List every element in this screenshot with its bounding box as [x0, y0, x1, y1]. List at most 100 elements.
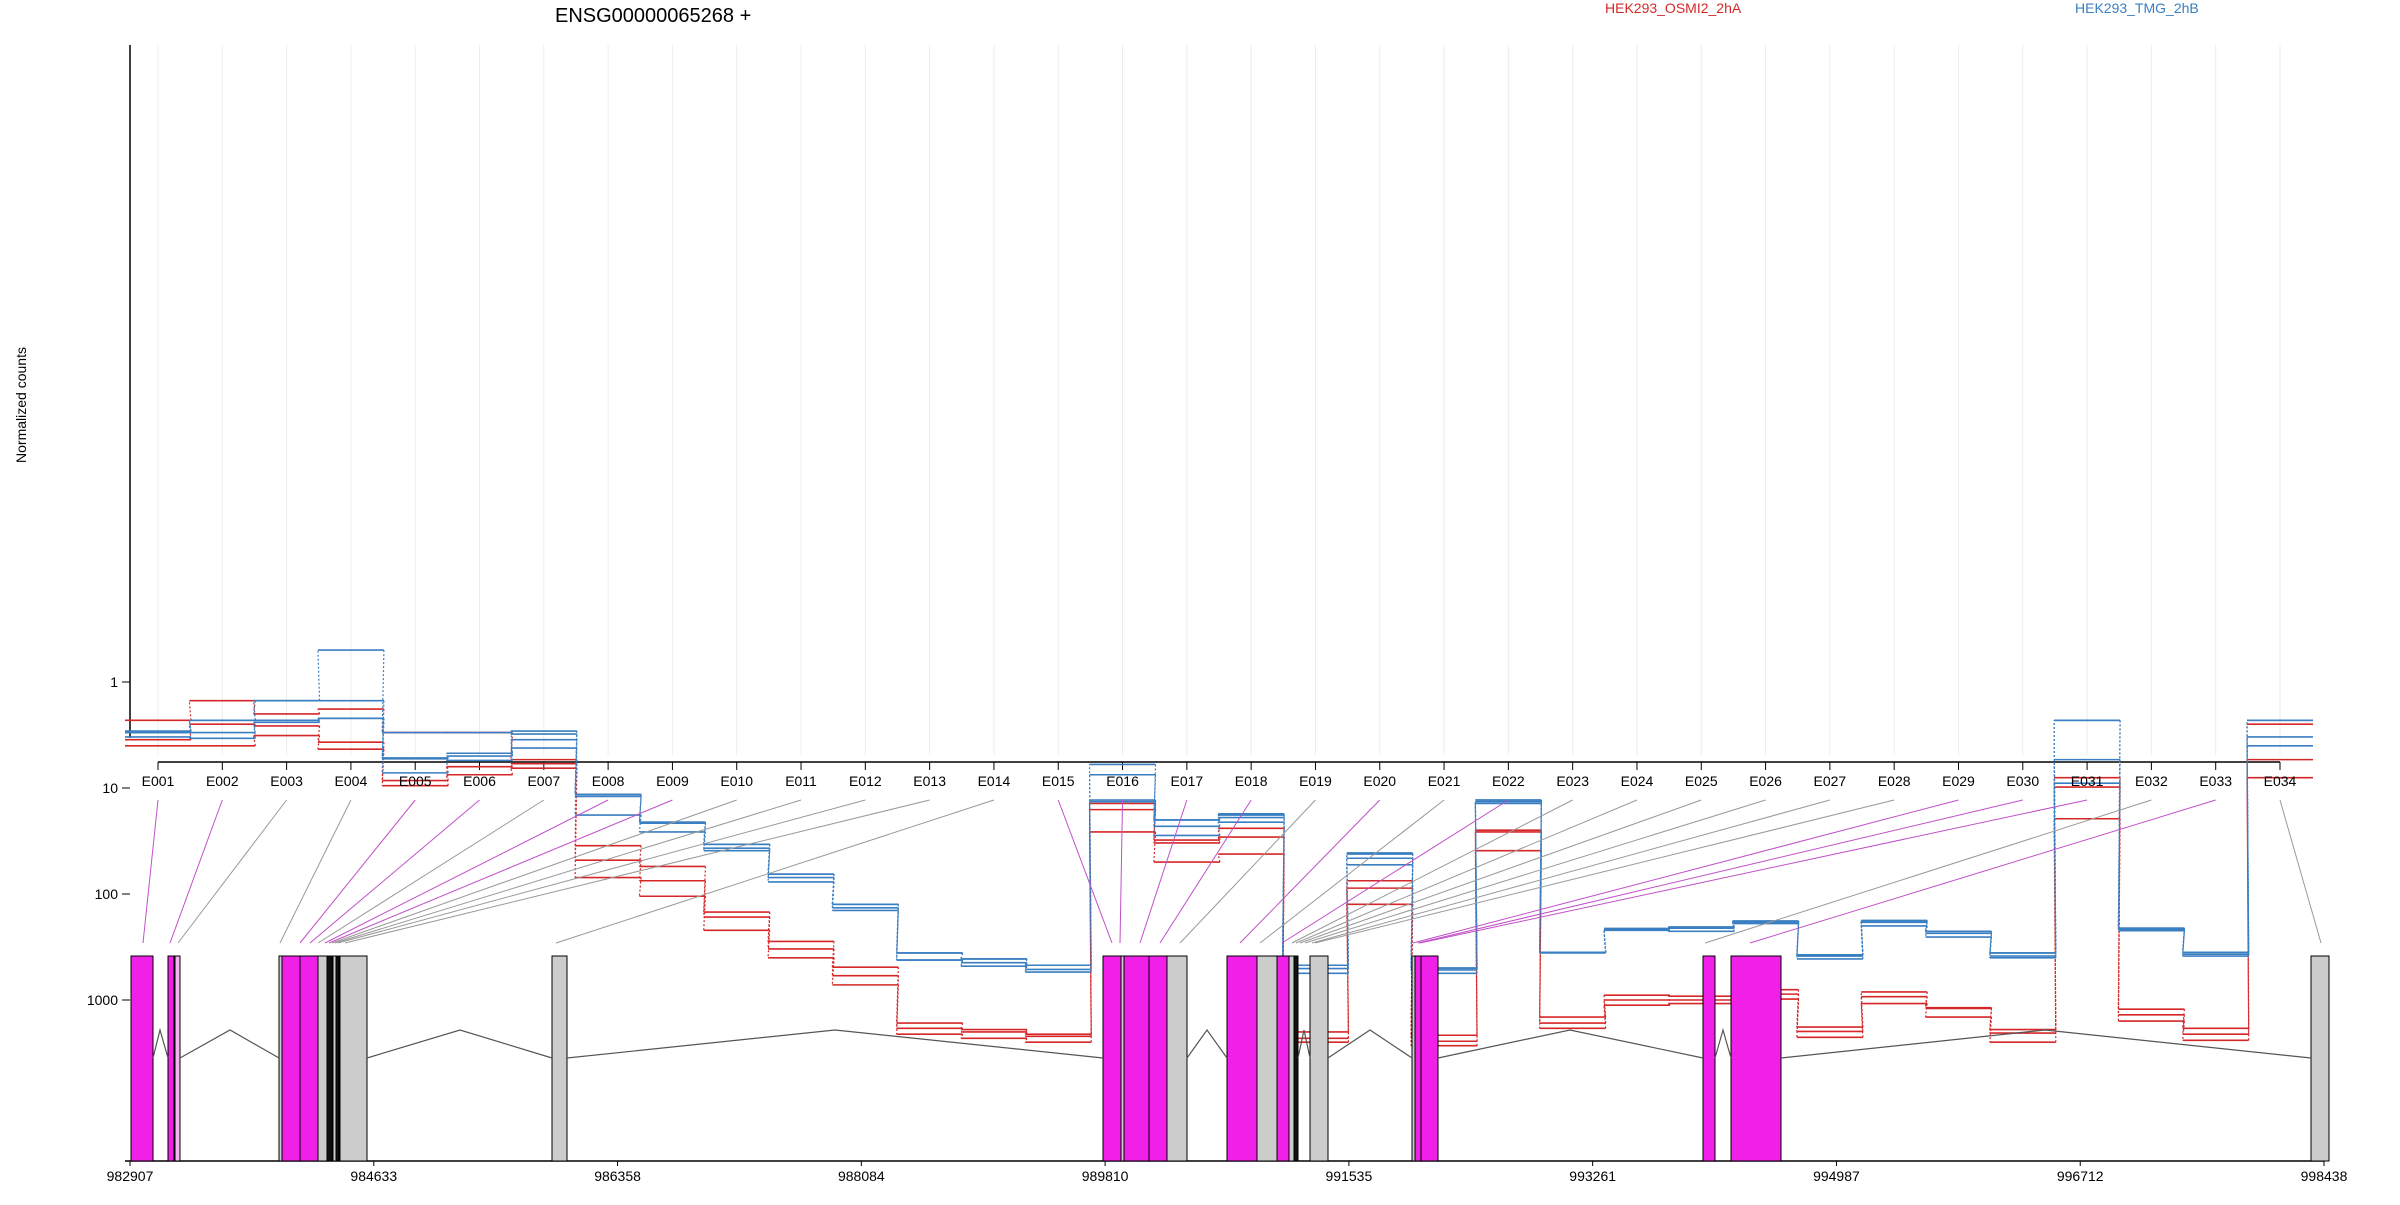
exon-connector-line — [1281, 799, 1509, 944]
x-tick-label: E030 — [2006, 773, 2039, 789]
series-connector — [2117, 777, 2121, 1010]
exon-block — [1309, 955, 1329, 1162]
series-connector — [638, 845, 642, 867]
series-connector — [188, 736, 192, 739]
x-tick-label: E018 — [1235, 773, 1268, 789]
exon-connector-line — [1749, 799, 2216, 944]
series-connector — [896, 904, 899, 953]
x-tick-label: E014 — [978, 773, 1011, 789]
series-connector — [317, 725, 321, 743]
series-connector — [1860, 922, 1864, 957]
x-tick-label: E013 — [913, 773, 946, 789]
series-connector — [188, 724, 192, 740]
series-connector — [1603, 930, 1607, 954]
exon-connector-line — [1259, 799, 1445, 944]
y-tick-label: 10 — [102, 780, 118, 796]
exon-block — [2310, 955, 2330, 1162]
series-connector — [1217, 853, 1221, 863]
series-connector — [510, 768, 514, 775]
exon-connector-line — [279, 799, 352, 944]
exon-block — [167, 955, 175, 1162]
series-connector — [2117, 720, 2121, 929]
series-connector — [638, 860, 642, 881]
exon-block — [1414, 955, 1422, 1162]
series-connector — [1088, 764, 1092, 966]
series-connector — [2182, 1009, 2185, 1029]
exon-block — [1730, 955, 1782, 1162]
series-connector — [1731, 923, 1735, 932]
x-tick-label: E006 — [463, 773, 496, 789]
series-connector — [767, 917, 771, 949]
exon-block — [130, 955, 154, 1162]
x-tick-label: E028 — [1878, 773, 1911, 789]
series-connector — [767, 912, 771, 942]
exon-connector-line — [1295, 799, 1638, 944]
genomic-coordinate-label: 993261 — [1569, 1168, 1616, 1184]
exon-connector-line — [317, 799, 545, 944]
genomic-coordinate-label: 984633 — [350, 1168, 397, 1184]
exon-connector-line — [1417, 799, 2023, 944]
x-tick-label: E003 — [270, 773, 303, 789]
legend-label-osmi2: HEK293_OSMI2_2hA — [1605, 0, 1742, 16]
exon-connector-line — [1291, 799, 1573, 944]
series-connector — [1217, 836, 1221, 844]
series-connector — [1667, 1003, 1671, 1006]
series-connector — [510, 732, 513, 735]
exon-connector-line — [299, 799, 416, 944]
series-connector — [1731, 920, 1735, 928]
exon-connector-line — [1704, 799, 2152, 944]
series-connector — [1281, 815, 1285, 966]
genomic-coordinate-label: 994987 — [1813, 1168, 1860, 1184]
series-connector — [767, 930, 771, 958]
series-connector — [1924, 996, 1928, 1009]
series-connector — [1153, 764, 1157, 820]
series-connector — [1924, 920, 1928, 932]
intron-line — [179, 1029, 280, 1059]
exon-block — [1420, 955, 1439, 1162]
series-connector — [960, 1033, 964, 1039]
series-connector — [1217, 828, 1221, 841]
series-connector — [1024, 958, 1028, 966]
x-tick-label: E025 — [1685, 773, 1718, 789]
x-tick-label: E016 — [1106, 773, 1139, 789]
x-tick-label: E004 — [335, 773, 368, 789]
x-tick-label: E022 — [1492, 773, 1525, 789]
series-connector — [510, 763, 514, 768]
exon-block — [1226, 955, 1258, 1162]
series-connector — [1860, 991, 1864, 1028]
exon-block — [1288, 955, 1295, 1162]
x-tick-label: E001 — [142, 773, 175, 789]
exon-block — [1256, 955, 1278, 1162]
series-layer — [125, 649, 2313, 1047]
intron-line — [152, 1027, 169, 1059]
series-connector — [1024, 962, 1028, 970]
genomic-coordinate-label: 988084 — [838, 1168, 885, 1184]
series-connector — [2053, 720, 2057, 953]
series-connector — [1667, 926, 1671, 930]
series-connector — [253, 722, 256, 739]
intron-line — [1437, 1029, 1704, 1059]
series-connector — [1153, 831, 1157, 863]
series-connector — [1088, 803, 1092, 1035]
series-connector — [381, 700, 385, 758]
exon-block — [299, 955, 319, 1162]
series-connector — [638, 796, 642, 824]
x-tick-label: E023 — [1556, 773, 1589, 789]
series-connector — [1346, 852, 1350, 966]
exon-connector-line — [1239, 799, 1381, 944]
series-connector — [1024, 1029, 1028, 1035]
series-connector — [317, 718, 321, 723]
exon-block — [1148, 955, 1168, 1162]
intron-line — [1780, 1029, 2312, 1059]
series-connector — [253, 735, 256, 746]
series-connector — [2182, 1014, 2185, 1035]
exon-connector-line — [344, 799, 930, 944]
x-tick-label: E026 — [1749, 773, 1782, 789]
x-tick-label: E034 — [2264, 773, 2297, 789]
series-connector — [1346, 880, 1350, 1032]
exon-connector-line — [2279, 799, 2322, 944]
exon-connector-line — [1412, 799, 1959, 944]
exon-connector-line — [309, 799, 480, 944]
genomic-coordinate-label: 989810 — [1082, 1168, 1129, 1184]
